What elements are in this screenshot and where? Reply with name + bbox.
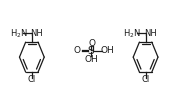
Text: Cl: Cl xyxy=(141,75,150,84)
Text: OH: OH xyxy=(100,46,114,55)
Text: NH: NH xyxy=(144,29,157,38)
Text: $\mathregular{H_2N}$: $\mathregular{H_2N}$ xyxy=(123,27,141,40)
Text: NH: NH xyxy=(30,29,43,38)
Text: $\mathregular{H_2N}$: $\mathregular{H_2N}$ xyxy=(10,27,27,40)
Text: OH: OH xyxy=(84,55,98,64)
Text: O: O xyxy=(88,39,95,48)
Text: Cl: Cl xyxy=(28,75,36,84)
Text: S: S xyxy=(88,46,94,56)
Text: O: O xyxy=(74,46,81,55)
